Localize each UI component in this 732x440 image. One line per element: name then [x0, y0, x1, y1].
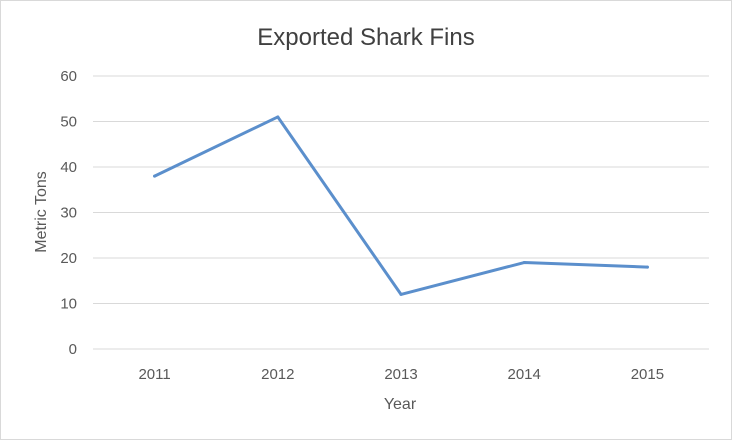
- chart-title: Exported Shark Fins: [257, 24, 474, 51]
- data-point: [522, 261, 526, 265]
- x-tick-label: 2013: [384, 366, 417, 383]
- x-tick-label: 2014: [508, 366, 541, 383]
- x-tick-label: 2012: [261, 366, 294, 383]
- x-tick-label: 2015: [631, 366, 664, 383]
- data-point: [276, 115, 280, 119]
- data-point: [645, 265, 649, 269]
- series-line: [153, 115, 649, 296]
- y-axis-label: Metric Tons: [33, 171, 50, 253]
- x-tick-label: 2011: [138, 366, 170, 383]
- data-point: [399, 292, 403, 296]
- x-axis-label: Year: [384, 396, 417, 413]
- y-tick-label: 40: [60, 159, 77, 176]
- y-tick-label: 0: [69, 341, 77, 358]
- y-tick-label: 20: [60, 250, 77, 267]
- gridlines: [93, 75, 709, 350]
- data-point: [153, 174, 157, 178]
- y-axis-ticks: 0 10 20 30 40 50 60: [60, 68, 77, 358]
- y-tick-label: 50: [60, 114, 77, 131]
- y-tick-label: 10: [60, 296, 77, 313]
- series-group: [153, 115, 649, 296]
- x-axis-ticks: 2011 2012 2013 2014 2015: [138, 366, 664, 383]
- y-tick-label: 30: [60, 205, 77, 222]
- y-tick-label: 60: [60, 68, 77, 85]
